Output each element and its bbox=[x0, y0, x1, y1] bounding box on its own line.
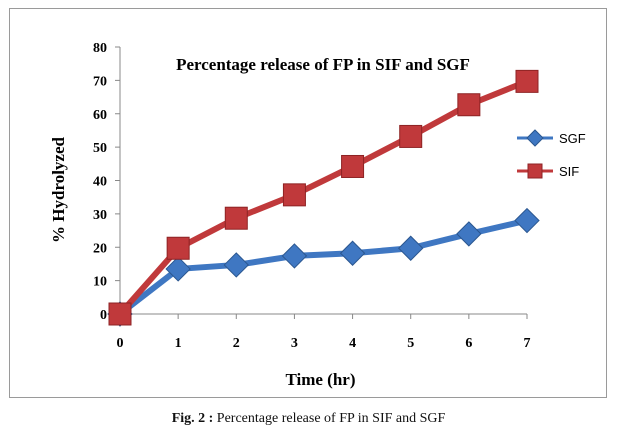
sif-line bbox=[117, 78, 529, 316]
x-tick-label: 4 bbox=[349, 336, 356, 351]
y-tick-label: 0 bbox=[100, 308, 107, 323]
x-tick-label: 2 bbox=[233, 336, 240, 351]
y-tick-label: 40 bbox=[93, 175, 107, 190]
sif-marker bbox=[282, 183, 306, 207]
sif-marker bbox=[457, 93, 481, 117]
sif-marker bbox=[341, 154, 365, 178]
sif-marker bbox=[224, 206, 248, 230]
y-tick-label: 30 bbox=[93, 208, 107, 223]
sgf-marker bbox=[281, 243, 308, 269]
sgf-marker bbox=[339, 240, 366, 266]
x-tick-label: 7 bbox=[524, 336, 531, 351]
y-tick-label: 80 bbox=[93, 41, 107, 56]
y-tick-label: 60 bbox=[93, 108, 107, 123]
legend-sif-label: SIF bbox=[559, 164, 579, 179]
legend-sgf-label: SGF bbox=[559, 131, 586, 146]
sif-marker bbox=[166, 236, 190, 260]
x-tick-label: 6 bbox=[465, 336, 472, 351]
sif-marker bbox=[515, 69, 539, 93]
sif-marker bbox=[527, 163, 543, 179]
sgf-marker bbox=[514, 207, 540, 234]
x-axis-title: Time (hr) bbox=[285, 370, 355, 389]
chart-frame bbox=[9, 8, 607, 398]
y-axis-title: % Hydrolyzed bbox=[49, 136, 68, 242]
caption-label: Fig. 2 : bbox=[171, 411, 214, 426]
sgf-marker bbox=[526, 129, 544, 147]
x-tick-label: 5 bbox=[407, 336, 414, 351]
y-tick-label: 70 bbox=[93, 74, 107, 89]
sgf-marker bbox=[456, 221, 482, 247]
sgf-marker bbox=[398, 235, 424, 261]
chart-title: Percentage release of FP in SIF and SGF bbox=[176, 55, 470, 74]
y-tick-label: 10 bbox=[93, 275, 107, 290]
y-tick-label: 20 bbox=[93, 241, 107, 256]
sif-marker bbox=[399, 124, 423, 148]
sgf-marker bbox=[165, 256, 191, 282]
x-tick-label: 1 bbox=[175, 336, 182, 351]
figure-caption: Fig. 2 : Percentage release of FP in SIF… bbox=[0, 411, 617, 427]
y-tick-label: 50 bbox=[93, 141, 107, 156]
sif-marker bbox=[108, 302, 132, 326]
sgf-marker bbox=[223, 252, 249, 278]
x-tick-label: 0 bbox=[117, 336, 124, 351]
x-tick-label: 3 bbox=[291, 336, 298, 351]
caption-text: Percentage release of FP in SIF and SGF bbox=[213, 411, 446, 426]
